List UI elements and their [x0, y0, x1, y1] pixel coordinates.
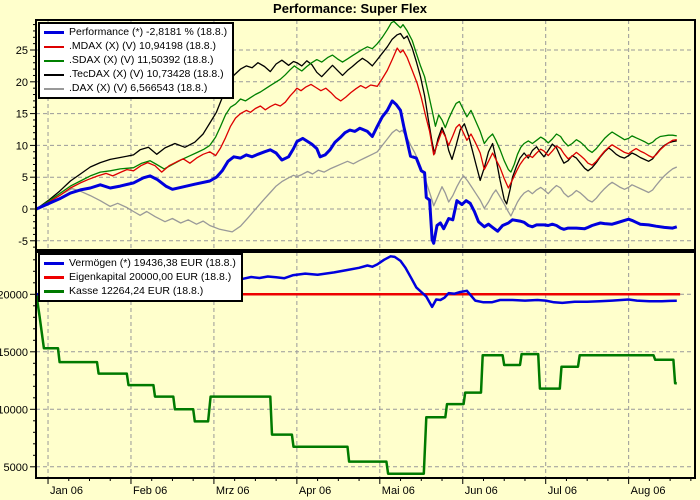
x-tick-label: Jun 06	[465, 485, 498, 497]
legend-item-sdax: .SDAX (X) (V) 11,50392 (18.8.)	[44, 54, 227, 67]
performance-line	[35, 99, 678, 245]
tecdax-legend-swatch	[44, 73, 64, 76]
bottom-legend: Vermögen (*) 19436,38 EUR (18.8.) Eigenka…	[38, 253, 243, 302]
x-tick-label: Jul 06	[548, 485, 577, 497]
legend-item-dax: .DAX (X) (V) 6,566543 (18.8.)	[44, 82, 227, 95]
vermoegen-line	[36, 255, 677, 309]
top-legend: Performance (*) -2,8181 % (18.8.) .MDAX (…	[38, 22, 235, 99]
depot-eur-plot-area[interactable]	[35, 251, 696, 479]
y-tick-label: 0	[22, 204, 28, 216]
legend-item-performance: Performance (*) -2,8181 % (18.8.)	[44, 26, 227, 39]
y-tick-label: 15000	[0, 347, 28, 359]
performance-percent-plot-area[interactable]	[35, 19, 696, 251]
y-tick-label: 15	[16, 109, 28, 121]
x-tick-label: Jan 06	[50, 485, 83, 497]
legend-item-vermoegen: Vermögen (*) 19436,38 EUR (18.8.)	[44, 257, 236, 270]
legend-item-tecdax: .TecDAX (X) (V) 10,73428 (18.8.)	[44, 68, 227, 81]
mdax-legend-label: .MDAX (X) (V) 10,94198 (18.8.)	[69, 40, 217, 52]
legend-item-kasse: Kasse 12264,24 EUR (18.8.)	[44, 285, 236, 298]
x-tick-label: Mrz 06	[216, 485, 250, 497]
y-tick-label: -5	[18, 236, 28, 248]
y-tick-label: 5000	[4, 462, 28, 474]
vermoegen-legend-label: Vermögen (*) 19436,38 EUR (18.8.)	[69, 257, 236, 269]
x-tick-label: Apr 06	[299, 485, 331, 497]
performance-legend-label: Performance (*) -2,8181 % (18.8.)	[69, 26, 228, 38]
eigenkapital-legend-label: Eigenkapital 20000,00 EUR (18.8.)	[69, 271, 232, 283]
y-tick-label: 25	[16, 45, 28, 57]
sdax-line	[36, 20, 677, 210]
y-tick-label: 20000	[0, 289, 28, 301]
page-title: Performance: Super Flex	[273, 1, 427, 16]
kasse-legend-label: Kasse 12264,24 EUR (18.8.)	[69, 285, 204, 297]
y-tick-label: 10	[16, 140, 28, 152]
vermoegen-legend-swatch	[44, 262, 64, 265]
sdax-legend-swatch	[44, 59, 64, 62]
dax-legend-label: .DAX (X) (V) 6,566543 (18.8.)	[69, 82, 208, 94]
y-tick-label: 10000	[0, 404, 28, 416]
y-tick-label: 20	[16, 77, 28, 89]
x-tick-label: Mai 06	[382, 485, 415, 497]
x-tick-label: Feb 06	[133, 485, 167, 497]
legend-item-mdax: .MDAX (X) (V) 10,94198 (18.8.)	[44, 40, 227, 53]
mdax-legend-swatch	[44, 45, 64, 48]
tecdax-legend-label: .TecDAX (X) (V) 10,73428 (18.8.)	[69, 68, 224, 80]
eigenkapital-legend-swatch	[44, 276, 64, 279]
sdax-legend-label: .SDAX (X) (V) 11,50392 (18.8.)	[69, 54, 214, 66]
y-tick-label: 5	[22, 172, 28, 184]
performance-legend-swatch	[44, 31, 64, 34]
legend-item-eigenkapital: Eigenkapital 20000,00 EUR (18.8.)	[44, 271, 236, 284]
kasse-line	[35, 294, 677, 475]
dax-line	[36, 128, 678, 233]
dax-legend-swatch	[44, 87, 64, 90]
kasse-legend-swatch	[44, 290, 64, 293]
mdax-line	[36, 47, 677, 210]
x-tick-label: Aug 06	[631, 485, 666, 497]
